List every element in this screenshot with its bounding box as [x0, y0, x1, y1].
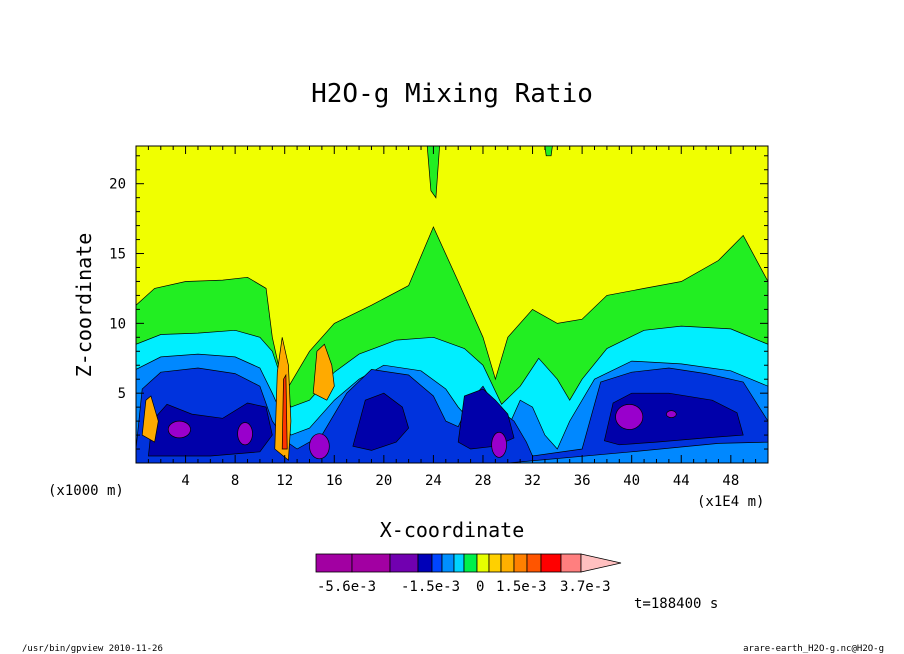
colorbar-box: [441, 553, 455, 573]
colorbar-box: [540, 553, 562, 573]
level-red: [281, 373, 288, 450]
colorbar-box: [500, 553, 515, 573]
x-tick-label: 28: [475, 473, 492, 489]
x-tick-label: 48: [722, 473, 739, 489]
colorbar-label: 0: [476, 579, 484, 595]
time-label: t=188400 s: [634, 596, 718, 612]
level-purple-4: [491, 431, 507, 458]
footer-right: arare-earth_H2O-g.nc@H2O-g: [743, 644, 884, 654]
level-purple-3: [309, 433, 330, 460]
colorbar-label: 3.7e-3: [560, 579, 611, 595]
y-tick-label: 10: [109, 316, 126, 332]
colorbar-box: [560, 553, 582, 573]
y-axis-label: Z-coordinate: [72, 233, 96, 378]
level-darkblue-2: [352, 392, 409, 451]
x-tick-label: 44: [673, 473, 690, 489]
colorbar-label: 1.5e-3: [496, 579, 547, 595]
colorbar-box: [417, 553, 433, 573]
colorbar-box: [351, 553, 391, 573]
level-purple: [167, 420, 191, 439]
x-tick-label: 4: [181, 473, 189, 489]
x-tick-label: 36: [574, 473, 591, 489]
colorbar-box: [488, 553, 502, 573]
level-green-tongue-2: [544, 146, 553, 157]
colorbar-box: [431, 553, 443, 573]
level-purple-5: [615, 403, 644, 430]
x-tick-label: 20: [375, 473, 392, 489]
y-tick-label: 15: [109, 247, 126, 263]
level-purple-6: [666, 410, 677, 418]
colorbar-box: [463, 553, 478, 573]
footer-left: /usr/bin/gpview 2010-11-26: [22, 644, 163, 654]
colorbar-box: [526, 553, 542, 573]
level-darkblue-4: [603, 392, 744, 446]
x-tick-label: 16: [326, 473, 343, 489]
y-tick-label: 20: [109, 177, 126, 193]
x-unit-note-secondary: (x1E4 m): [697, 494, 764, 510]
colorbar-box: [476, 553, 490, 573]
x-tick-label: 12: [276, 473, 293, 489]
x-tick-label: 32: [524, 473, 541, 489]
colorbar-box: [315, 553, 353, 573]
plot-area: [135, 145, 769, 464]
contour-field: [136, 146, 768, 463]
colorbar-box: [453, 553, 465, 573]
level-green-tongue: [426, 146, 440, 199]
x-tick-label: 24: [425, 473, 442, 489]
x-tick-label: 8: [231, 473, 239, 489]
x-unit-note: (x1000 m): [48, 483, 124, 499]
colorbar-label: -5.6e-3: [317, 579, 376, 595]
colorbar-box: [513, 553, 528, 573]
x-tick-label: 40: [623, 473, 640, 489]
level-orange-3: [312, 343, 335, 401]
colorbar: -5.6e-3 -1.5e-3 0 1.5e-3 3.7e-3: [315, 553, 622, 595]
colorbar-label: -1.5e-3: [401, 579, 460, 595]
chart-title: H2O-g Mixing Ratio: [311, 79, 593, 109]
x-axis-label: X-coordinate: [380, 518, 525, 542]
level-orange: [141, 395, 159, 443]
colorbar-arrow: [580, 553, 622, 573]
plot-frame: [135, 145, 769, 464]
level-purple-2: [237, 422, 253, 446]
y-tick-label: 5: [118, 386, 126, 402]
colorbar-box: [389, 553, 419, 573]
